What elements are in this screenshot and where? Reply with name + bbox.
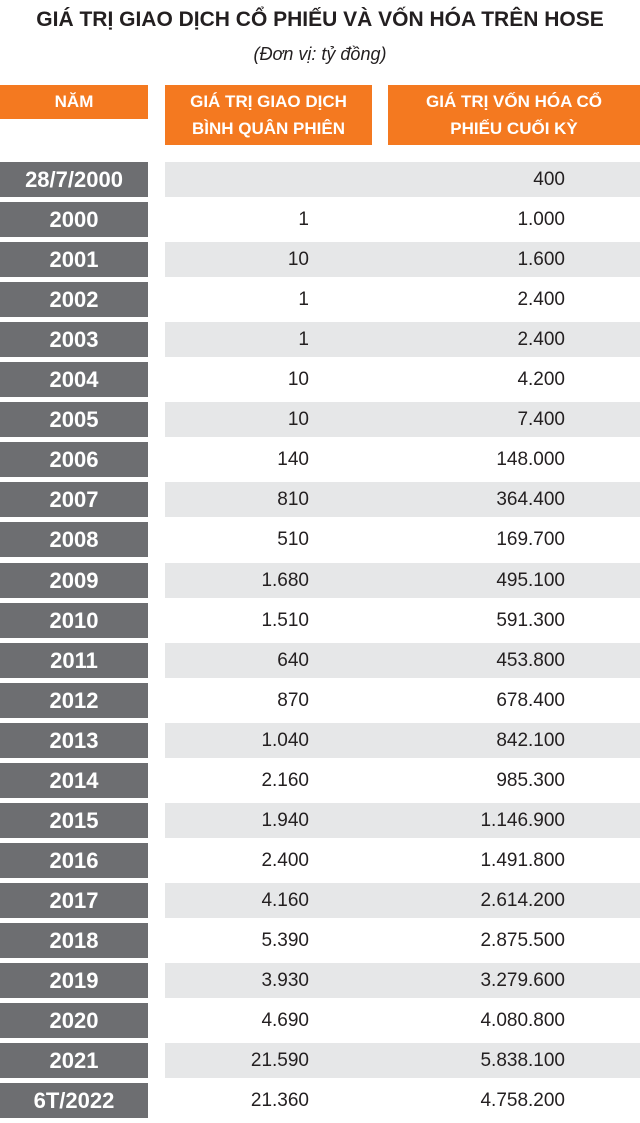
- row-label: 2019: [0, 963, 148, 998]
- row-label: 2014: [0, 762, 148, 798]
- title: GIÁ TRỊ GIAO DỊCH CỔ PHIẾU VÀ VỐN HÓA TR…: [36, 8, 604, 31]
- row-band: [165, 1043, 640, 1079]
- row-label: 2003: [0, 322, 148, 358]
- row-label: 6T/2022: [0, 1083, 148, 1119]
- cell: 4.080.800: [480, 1010, 565, 1032]
- cell: 3.930: [261, 970, 309, 991]
- cell: 10: [287, 369, 309, 391]
- row-label: 2012: [0, 682, 148, 718]
- cell: 7.400: [517, 409, 565, 431]
- row-label: 2015: [0, 802, 148, 838]
- cell: 21.360: [250, 1090, 309, 1112]
- cell: 148.000: [496, 449, 565, 471]
- row-label: 2001: [0, 242, 148, 278]
- row-band: [165, 562, 640, 598]
- cell: 678.400: [496, 689, 565, 711]
- cell: 1.491.800: [480, 849, 565, 871]
- cell: 640: [277, 649, 309, 671]
- cell: 4.200: [517, 369, 565, 391]
- cell: 842.100: [496, 729, 565, 751]
- row-label: 2006: [0, 442, 148, 478]
- cell: 3.279.600: [480, 970, 565, 991]
- column-header: GIÁ TRỊ GIAO DỊCH BÌNH QUÂN PHIÊN: [165, 85, 372, 145]
- row-label: 2010: [0, 602, 148, 638]
- cell: 5.838.100: [480, 1050, 565, 1072]
- cell: 591.300: [496, 609, 565, 631]
- cell: 10: [287, 409, 309, 431]
- row-label: 2011: [0, 642, 148, 678]
- cell: 21.590: [250, 1050, 309, 1072]
- cell: 1.600: [517, 249, 565, 271]
- cell: 510: [277, 529, 309, 551]
- cell: 4.690: [261, 1010, 309, 1032]
- cell: 364.400: [496, 489, 565, 511]
- cell: 1: [298, 209, 309, 231]
- row-band: [165, 482, 640, 518]
- row-label: 2013: [0, 722, 148, 758]
- cell: 5.390: [261, 929, 309, 951]
- cell: 2.400: [261, 849, 309, 871]
- cell: 2.614.200: [480, 889, 565, 911]
- row-label: 2009: [0, 562, 148, 598]
- cell: 2.400: [517, 329, 565, 351]
- row-band: [165, 963, 640, 998]
- cell: 810: [277, 489, 309, 511]
- row-band: [165, 162, 640, 197]
- cell: 1: [298, 289, 309, 311]
- row-label: 2021: [0, 1043, 148, 1079]
- row-label: 2007: [0, 482, 148, 518]
- cell: 1.510: [261, 609, 309, 631]
- row-label: 2000: [0, 202, 148, 238]
- row-label: 2020: [0, 1003, 148, 1039]
- cell: 1.000: [517, 209, 565, 231]
- row-band: [165, 642, 640, 678]
- subtitle: (Đơn vị: tỷ đồng): [253, 44, 387, 64]
- row-label: 2008: [0, 522, 148, 558]
- row-label: 2017: [0, 882, 148, 918]
- row-band: [165, 802, 640, 838]
- row-label: 2016: [0, 842, 148, 878]
- row-label: 2002: [0, 282, 148, 318]
- cell: 4.160: [261, 889, 309, 911]
- row-label: 2005: [0, 402, 148, 438]
- cell: 140: [277, 449, 309, 471]
- cell: 2.160: [261, 769, 309, 791]
- cell: 2.400: [517, 289, 565, 311]
- cell: 169.700: [496, 529, 565, 551]
- row-band: [165, 402, 640, 438]
- row-label: 28/7/2000: [0, 162, 148, 197]
- cell: 870: [277, 689, 309, 711]
- cell: 453.800: [496, 649, 565, 671]
- row-label: 2018: [0, 922, 148, 958]
- column-header: NĂM: [0, 85, 148, 119]
- cell: 2.875.500: [480, 929, 565, 951]
- cell: 985.300: [496, 769, 565, 791]
- cell: 1.146.900: [480, 809, 565, 831]
- row-label: 2004: [0, 362, 148, 398]
- cell: 1.680: [261, 569, 309, 591]
- cell: 1.940: [261, 809, 309, 831]
- row-band: [165, 882, 640, 918]
- row-band: [165, 722, 640, 758]
- column-header: GIÁ TRỊ VỐN HÓA CỔ PHIẾU CUỐI KỲ: [388, 85, 640, 145]
- cell: 400: [533, 169, 565, 190]
- cell: 1.040: [261, 729, 309, 751]
- row-band: [165, 242, 640, 278]
- cell: 1: [298, 329, 309, 351]
- cell: 4.758.200: [480, 1090, 565, 1112]
- row-band: [165, 322, 640, 358]
- cell: 10: [287, 249, 309, 271]
- cell: 495.100: [496, 569, 565, 591]
